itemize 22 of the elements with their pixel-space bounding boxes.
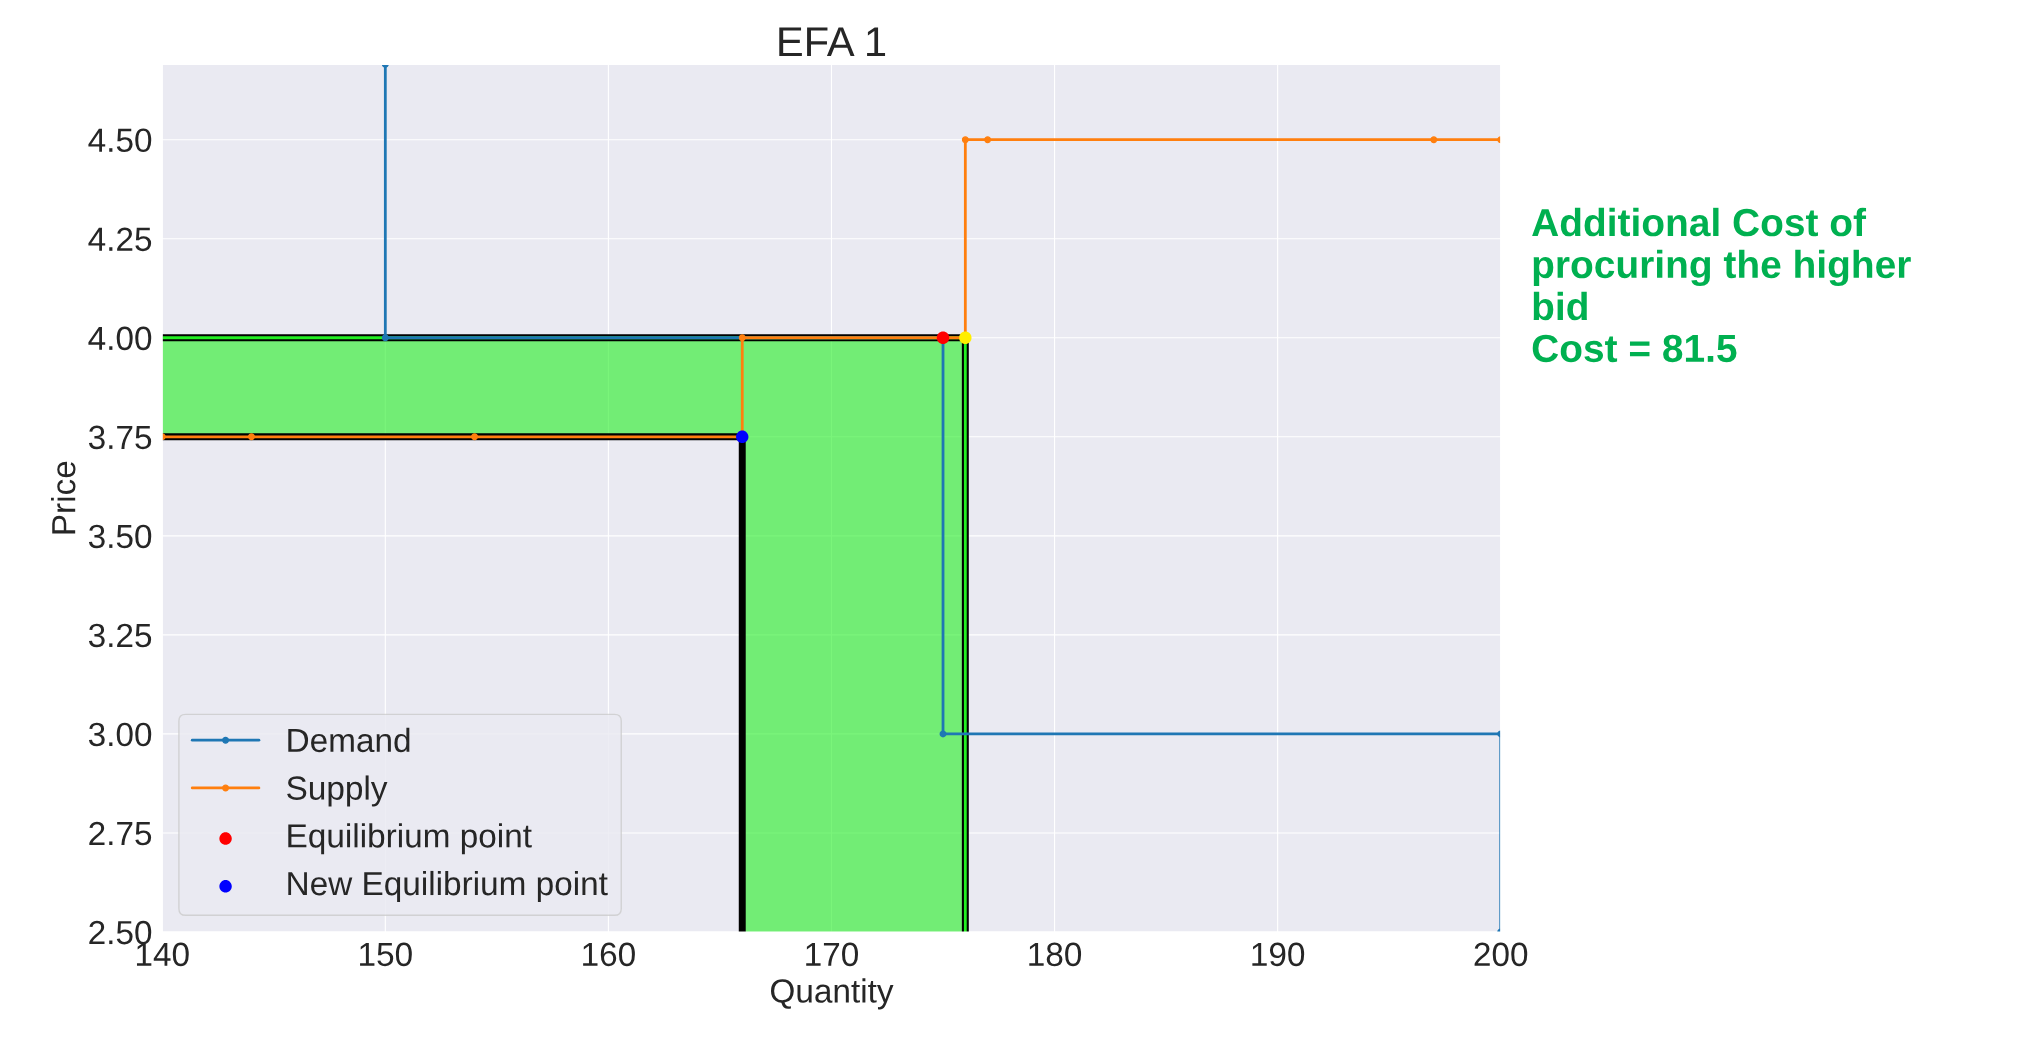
- legend-label: Supply: [287, 775, 388, 807]
- x-tick-label: 200: [1474, 942, 1528, 967]
- x-axis-title: Quantity: [770, 978, 894, 1010]
- y-tick-label: 4.50: [88, 128, 152, 153]
- x-tick-label: 150: [360, 942, 412, 967]
- x-tick-label: 180: [1029, 942, 1082, 967]
- legend-label: Demand: [288, 727, 410, 753]
- legend-label: New Equilibrium point: [288, 870, 608, 902]
- y-tick-label: 3.50: [88, 524, 152, 549]
- y-tick-label: 2.75: [89, 821, 152, 846]
- chart-title: EFA 1: [779, 27, 886, 57]
- x-tick-label: 160: [583, 942, 635, 967]
- y-tick-label: 3.00: [88, 722, 152, 747]
- x-tick-label: 170: [806, 942, 858, 967]
- y-axis-title: Price: [51, 461, 76, 534]
- y-tick-label: 4.25: [88, 227, 152, 252]
- legend-label: Equilibrium point: [288, 823, 532, 855]
- x-tick-label: 190: [1252, 942, 1305, 967]
- text: Additional Cost of procuring the higher bid Cost = 81.5: [1532, 207, 1911, 363]
- y-tick-label: 4.00: [88, 326, 152, 351]
- y-tick-label: 3.25: [88, 623, 152, 648]
- y-tick-label: 3.75: [88, 425, 152, 450]
